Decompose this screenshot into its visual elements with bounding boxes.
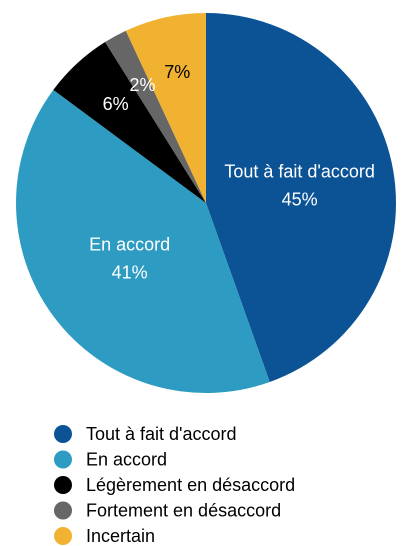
slice-value-label: 41% xyxy=(112,262,148,282)
slice-value-label: 7% xyxy=(164,62,190,82)
pie-slice xyxy=(206,13,397,382)
legend-label: Légèrement en désaccord xyxy=(86,475,295,495)
legend-marker xyxy=(54,501,72,520)
legend-label: Fortement en désaccord xyxy=(86,500,281,520)
legend-marker xyxy=(54,450,72,469)
legend-label: En accord xyxy=(86,449,167,469)
pie-slice xyxy=(125,13,206,203)
slice-name-label: En accord xyxy=(89,234,170,254)
legend-marker xyxy=(54,425,72,443)
legend-marker xyxy=(54,527,72,545)
slice-value-label: 2% xyxy=(129,75,155,95)
pie-slice xyxy=(53,42,207,203)
legend-label: Incertain xyxy=(86,526,155,546)
legend-marker xyxy=(54,476,72,494)
slice-value-label: 6% xyxy=(103,94,129,114)
slice-name-label: Tout à fait d'accord xyxy=(224,162,375,182)
slice-value-label: 45% xyxy=(282,190,318,210)
legend-label: Tout à fait d'accord xyxy=(86,424,237,444)
pie-slice xyxy=(15,89,270,393)
pie-slice xyxy=(105,30,206,203)
